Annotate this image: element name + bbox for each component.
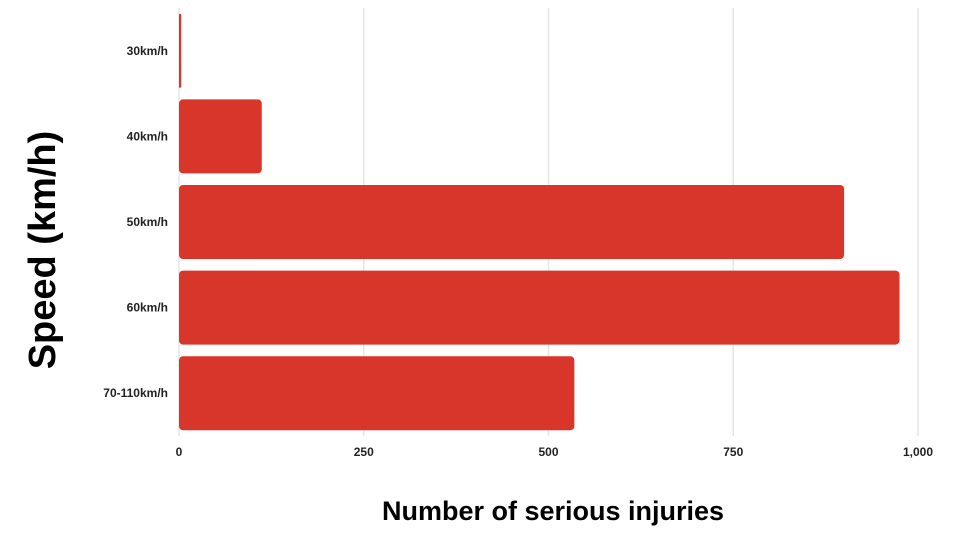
x-tick-label: 1,000 xyxy=(903,445,933,459)
category-label: 70-110km/h xyxy=(103,386,168,400)
bar xyxy=(179,270,900,345)
category-label: 40km/h xyxy=(127,129,168,143)
x-tick-label: 250 xyxy=(354,445,374,459)
x-tick-label: 500 xyxy=(538,445,558,459)
category-label: 60km/h xyxy=(127,301,168,315)
bar xyxy=(179,99,262,174)
x-tick-labels: 0 250 500 750 1,000 xyxy=(176,445,934,459)
x-axis-title: Number of serious injuries xyxy=(382,496,724,526)
bars xyxy=(179,13,900,431)
category-labels: 30km/h 40km/h 50km/h 60km/h 70-110km/h xyxy=(103,44,168,400)
x-tick-label: 0 xyxy=(176,445,183,459)
bar xyxy=(179,356,575,431)
x-tick-label: 750 xyxy=(723,445,743,459)
category-label: 50km/h xyxy=(127,215,168,229)
category-label: 30km/h xyxy=(127,44,168,58)
bar xyxy=(179,13,182,88)
y-axis-title: Speed (km/h) xyxy=(22,131,64,370)
bar xyxy=(179,185,845,259)
